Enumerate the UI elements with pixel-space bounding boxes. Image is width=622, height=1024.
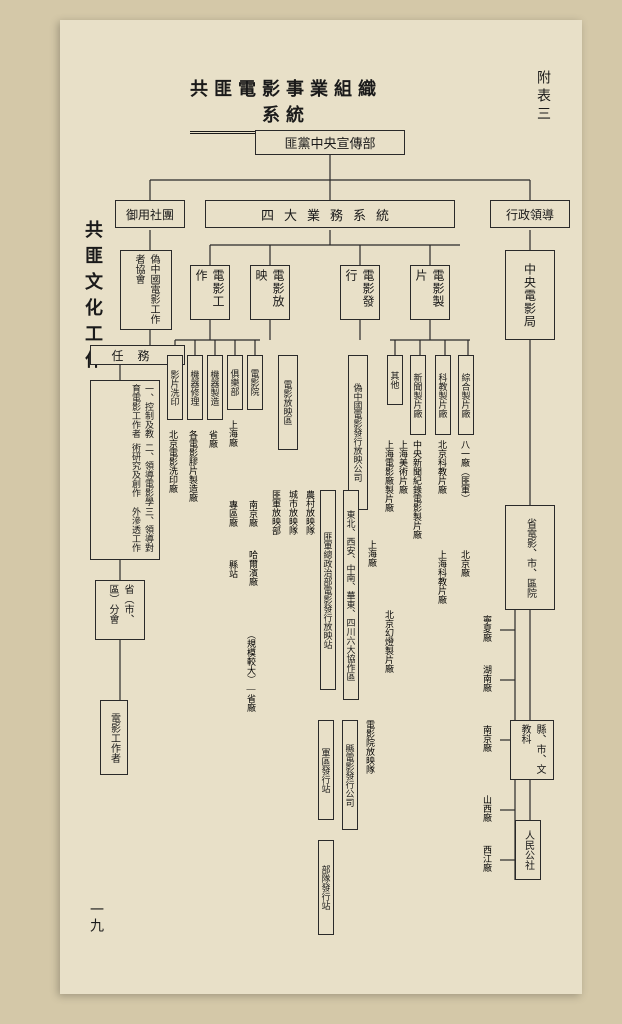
- sub-work-0: 影片洗印: [167, 355, 183, 420]
- det-prod-3: 上海美術片廠: [396, 440, 410, 494]
- prov-studio-4: 西江廠: [480, 845, 494, 872]
- sub-work-3: 俱樂部: [227, 355, 243, 410]
- node-commune: 人民公社: [515, 820, 541, 880]
- det-work-3: 上海廠: [226, 420, 240, 447]
- node-tasks-list: 一、控制及教育電影工作者 二、領導電影學術研究及創作 三、領導對外滲透工作: [90, 380, 160, 560]
- node-social-org: 御用社團: [115, 200, 185, 228]
- det-show-1: 城市放映隊: [286, 490, 300, 535]
- det-prod-1: 北京科教片廠: [435, 440, 449, 494]
- node-sys-prod: 電影製片: [410, 265, 450, 320]
- node-admin-lead: 行政領導: [490, 200, 570, 228]
- node-county: 縣、市、文教科: [510, 720, 554, 780]
- node-central-bureau: 中央電影局: [505, 250, 555, 340]
- sub-show-0: 電影放映區: [278, 355, 298, 450]
- page-number: 一九: [85, 902, 105, 934]
- node-film-worker: 電影工作者: [100, 700, 128, 775]
- prov-studio-3: 山西廠: [480, 795, 494, 822]
- det-work-6: 哈爾濱廠: [246, 550, 260, 586]
- sub-prod-0: 其他: [387, 355, 403, 405]
- det-show-4: 軍區發行站: [318, 720, 334, 820]
- det-show-7: 電影院放映隊: [363, 720, 377, 774]
- det-work-5: 南京廠: [246, 500, 260, 527]
- node-assoc: 偽中國電影工作者協會: [120, 250, 172, 330]
- det-work-2: 各電影膠片製造廠: [186, 430, 200, 502]
- page: 附表三 共匪電影事業組織系統 共匪文化工作 一九: [60, 20, 582, 994]
- det-work-7: 縣站: [226, 560, 240, 578]
- det-dist-0: 東北、西安、中南、華東、四川六大協作區: [343, 490, 359, 700]
- main-title: 共匪電影事業組織系統: [190, 75, 382, 134]
- sub-dist-0: 偽中國電影發行放映公司: [348, 355, 368, 510]
- sub-work-2: 機器製造: [207, 355, 223, 420]
- det-work-4: 專區廠: [226, 500, 240, 527]
- det-dist-1: 上海電影廠製片廠: [382, 440, 396, 512]
- node-prov-cinema: 省電影、市、區院: [505, 505, 555, 610]
- det-show-5: 縣電影發行公司: [342, 720, 358, 830]
- node-sys-dist: 電影發行: [340, 265, 380, 320]
- sub-prod-3: 綜合製片廠: [458, 355, 474, 435]
- sub-work-1: 機器修理: [187, 355, 203, 420]
- det-prod-0: 中央新聞紀錄電影製片廠: [410, 440, 424, 539]
- det-prod-5: 北京廠: [458, 550, 472, 577]
- det-dist-2: 北京幻燈製片廠: [382, 610, 396, 673]
- node-four-systems: 四大業務系統: [205, 200, 455, 228]
- sub-prod-1: 新聞製片廠: [410, 355, 426, 435]
- det-work-0: 北京電影洗印廠: [166, 430, 180, 493]
- prov-studio-0: 寧夏廠: [480, 615, 494, 642]
- node-sys-work: 電影工作: [190, 265, 230, 320]
- task-1: 一、控制及教育電影工作者: [130, 384, 156, 443]
- task-3: 三、領導對外滲透工作: [130, 507, 156, 556]
- node-sys-show: 電影放映: [250, 265, 290, 320]
- prov-studio-1: 湖南廠: [480, 665, 494, 692]
- node-province-branch: 省（市、區）分會: [95, 580, 145, 640]
- det-show-2: 農村放映隊: [303, 490, 317, 535]
- prov-studio-2: 南京廠: [480, 725, 494, 752]
- sub-work-4: 電影院: [247, 355, 263, 410]
- appendix-label: 附表三: [532, 70, 552, 124]
- det-show-3: 匪軍總政治部電影發行放映站: [320, 490, 336, 690]
- det-work-1: 省廠: [206, 430, 220, 448]
- task-2: 二、領導電影學術研究及創作: [130, 443, 156, 507]
- det-prod-2: 八一廠（匪軍）: [458, 440, 472, 503]
- root-node: 匪黨中央宣傳部: [255, 130, 405, 155]
- det-show-0: 匪軍放映部: [269, 490, 283, 535]
- det-dist-3: 上海廠: [365, 540, 379, 567]
- det-show-6: 部隊發行站: [318, 840, 334, 935]
- sub-prod-2: 科教製片廠: [435, 355, 451, 435]
- det-prod-4: 上海科教片廠: [435, 550, 449, 604]
- det-work-8: （規模較大）—省廠: [244, 630, 258, 712]
